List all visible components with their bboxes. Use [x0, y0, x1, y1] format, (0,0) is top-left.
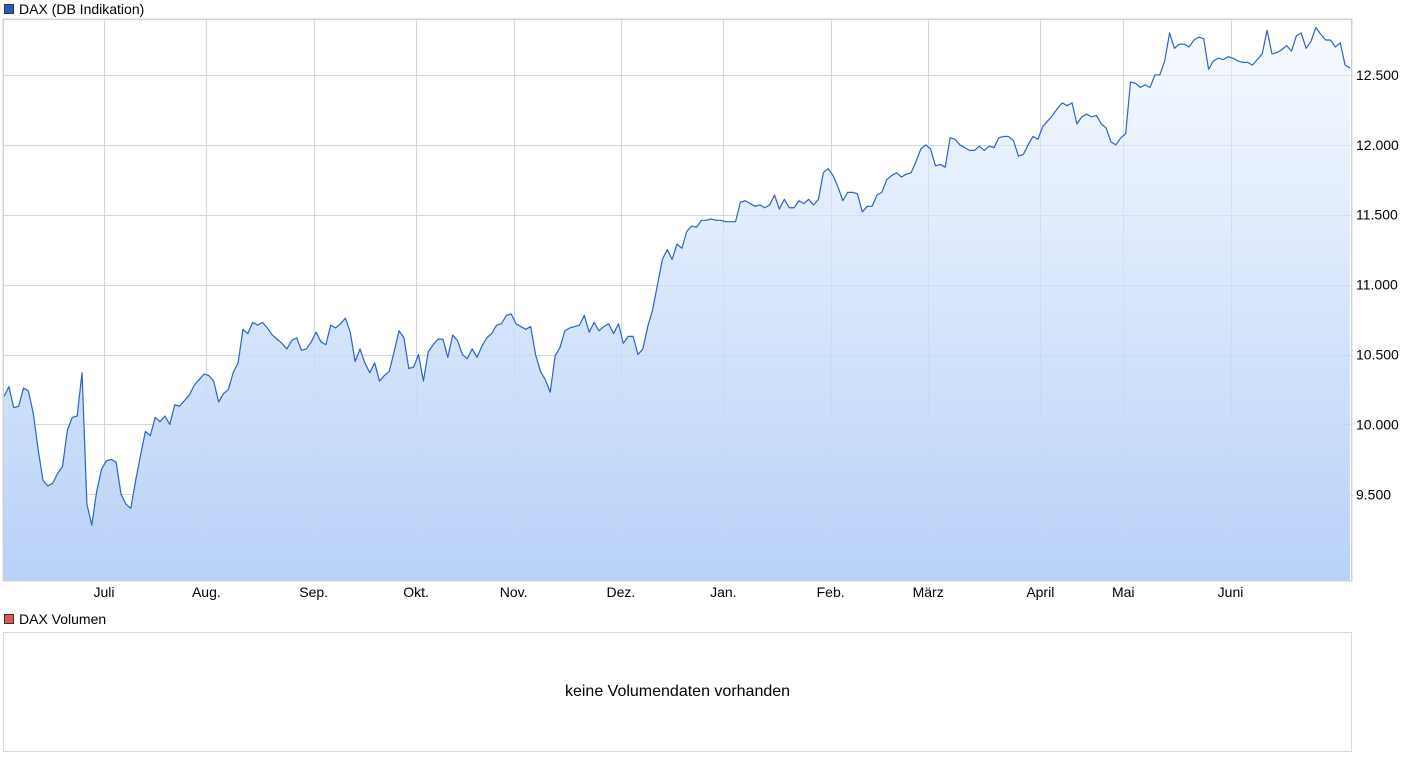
y-tick-label: 11.500	[1356, 207, 1398, 223]
price-legend: DAX (DB Indikation)	[4, 1, 144, 17]
x-tick-label: Aug.	[192, 584, 221, 600]
price-legend-swatch	[4, 4, 14, 14]
x-tick-label: Nov.	[500, 584, 528, 600]
y-tick-label: 10.500	[1356, 347, 1399, 363]
x-tick-label: Jan.	[710, 584, 736, 600]
volume-legend: DAX Volumen	[4, 611, 106, 627]
x-tick-label: April	[1026, 584, 1054, 600]
y-tick-label: 9.500	[1356, 486, 1391, 502]
plot-frame	[3, 19, 1352, 581]
x-tick-label: Juli	[93, 584, 114, 600]
x-tick-label: Okt.	[403, 584, 429, 600]
x-tick-label: Sep.	[299, 584, 328, 600]
y-tick-label: 12.500	[1356, 67, 1399, 83]
x-tick-label: Dez.	[607, 584, 636, 600]
volume-legend-swatch	[4, 614, 14, 624]
price-line	[3, 26, 1351, 526]
price-chart: 9.500 10.000 10.500 11.000 11.500 12.000 12.50…	[2, 18, 1399, 600]
volume-panel: keine Volumendaten vorhanden	[3, 632, 1352, 752]
x-tick-label: Mai	[1112, 584, 1135, 600]
y-tick-label: 10.000	[1356, 416, 1399, 432]
price-area	[4, 27, 1350, 581]
y-tick-label: 11.000	[1356, 277, 1398, 293]
volume-legend-label: DAX Volumen	[19, 611, 107, 627]
volume-empty-message: keine Volumendaten vorhanden	[564, 683, 791, 700]
x-tick-label: Feb.	[817, 584, 845, 600]
y-tick-label: 12.000	[1356, 137, 1399, 153]
price-legend-label: DAX (DB Indikation)	[19, 1, 145, 17]
x-tick-label: Juni	[1218, 584, 1244, 600]
x-tick-label: März	[913, 584, 944, 600]
